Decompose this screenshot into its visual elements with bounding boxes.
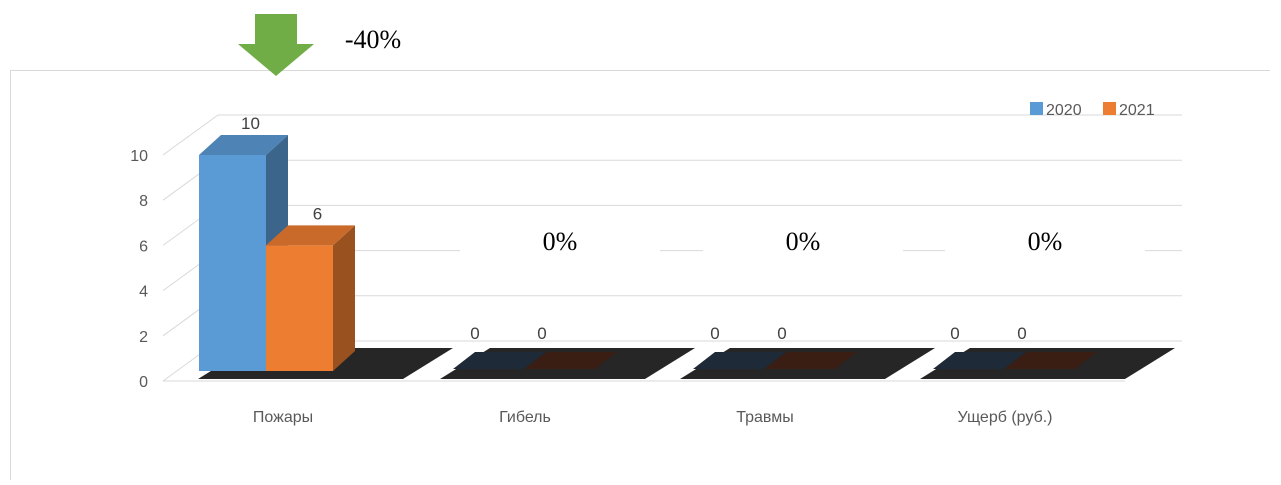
legend-label-2020: 2020 <box>1046 102 1082 119</box>
change-annotation: 0% <box>1028 227 1063 256</box>
bar-2021-4 <box>1005 352 1097 369</box>
data-label: 0 <box>537 324 546 343</box>
bar-top-2021-1 <box>266 225 355 246</box>
bar-2020-4 <box>933 352 1025 369</box>
data-label: 6 <box>313 204 322 223</box>
legend-swatch-2021 <box>1103 102 1116 115</box>
data-label: 0 <box>777 324 786 343</box>
y-tick-label: 2 <box>139 329 148 346</box>
bar-2021-1 <box>266 245 333 371</box>
x-tick-label: Гибель <box>499 409 551 426</box>
y-tick-label: 10 <box>130 148 148 165</box>
data-label: 0 <box>1017 324 1026 343</box>
bar-side-2021-1 <box>333 225 355 371</box>
y-tick-label: 8 <box>139 193 148 210</box>
y-tick-label: 6 <box>139 238 148 255</box>
data-label: 0 <box>470 324 479 343</box>
change-annotation: -40% <box>345 25 401 54</box>
bar-2021-2 <box>525 352 617 369</box>
bar-2020-3 <box>693 352 785 369</box>
bar-top-2020-1 <box>199 135 288 155</box>
data-label: 10 <box>241 114 260 133</box>
x-tick-label: Ущерб (руб.) <box>958 409 1053 426</box>
bar-2020-1 <box>199 155 266 371</box>
change-annotation: 0% <box>786 227 821 256</box>
bar-2021-3 <box>765 352 857 369</box>
data-label: 0 <box>710 324 719 343</box>
legend-swatch-2020 <box>1030 102 1043 115</box>
x-tick-label: Травмы <box>736 409 794 426</box>
annotation-bg <box>945 224 1145 258</box>
annotation-bg <box>703 224 903 258</box>
gridline-side <box>162 114 219 156</box>
y-tick-label: 0 <box>139 374 148 391</box>
bar-2020-2 <box>453 352 545 369</box>
data-label: 0 <box>950 324 959 343</box>
x-tick-label: Пожары <box>253 409 313 426</box>
down-arrow <box>238 14 314 76</box>
change-annotation: 0% <box>543 227 578 256</box>
annotation-bg <box>460 224 660 258</box>
chart-area <box>10 70 1270 480</box>
legend-label-2021: 2021 <box>1119 102 1155 119</box>
y-tick-label: 4 <box>139 284 148 301</box>
